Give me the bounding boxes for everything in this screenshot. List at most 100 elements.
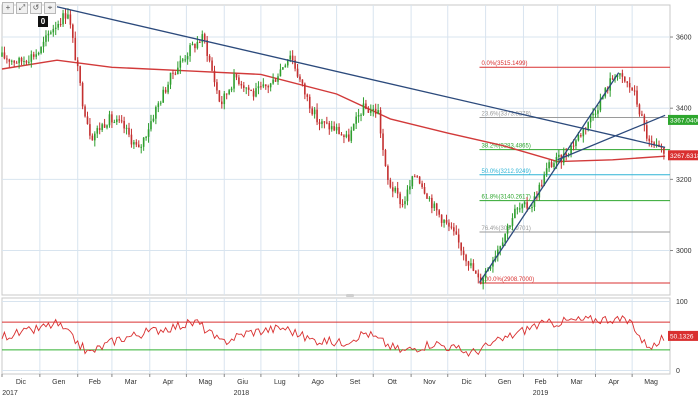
x-month-label: Apr <box>163 379 175 386</box>
candle-body <box>565 153 567 156</box>
candle-body <box>313 109 316 115</box>
x-month-label: Feb <box>535 379 547 386</box>
candle-body <box>108 114 111 126</box>
candle-body <box>624 76 626 82</box>
candle-body <box>206 40 208 56</box>
candle-body <box>140 146 143 148</box>
candle-body <box>216 82 218 91</box>
candle-body <box>540 184 543 186</box>
candle-body <box>543 174 546 186</box>
candle-body <box>633 90 636 92</box>
candle-body <box>316 109 318 123</box>
candle-body <box>152 118 155 122</box>
candle-body <box>257 86 260 89</box>
fib-level-label: 100.0%(2908.7000) <box>481 277 534 283</box>
candle-body <box>318 122 321 125</box>
candle-body <box>196 41 199 49</box>
candle-body <box>50 32 52 34</box>
candle-body <box>448 222 450 227</box>
candle-body <box>472 263 475 271</box>
candle-body <box>113 122 116 124</box>
candle-body <box>521 204 524 209</box>
candle-body <box>409 186 411 190</box>
candle-body <box>279 69 282 77</box>
x-month-label: Set <box>350 379 361 386</box>
candle-body <box>631 87 633 91</box>
zoom-icon[interactable]: ⤢ <box>16 2 28 14</box>
candle-body <box>35 54 37 57</box>
candle-body <box>587 122 589 129</box>
candle-body <box>284 65 287 68</box>
candle-body <box>460 242 462 251</box>
candle-body <box>367 108 370 113</box>
x-month-label: Ago <box>311 379 324 386</box>
candle-body <box>142 137 145 147</box>
candle-body <box>628 82 631 88</box>
candle-body <box>374 108 377 114</box>
x-month-label: Gen <box>498 379 511 386</box>
candle-body <box>391 187 394 192</box>
candle-body <box>328 123 331 130</box>
candle-body <box>350 130 353 141</box>
x-month-label: Giu <box>237 379 248 386</box>
candle-body <box>133 142 135 145</box>
candle-body <box>306 94 309 97</box>
candle-body <box>128 127 130 135</box>
crosshair-icon[interactable]: ⌖ <box>44 2 56 14</box>
candle-body <box>42 41 45 47</box>
x-month-label: Mar <box>571 379 584 386</box>
rsi-panel <box>1 314 670 358</box>
candle-body <box>201 34 204 43</box>
plus-icon[interactable]: + <box>2 2 14 14</box>
candle-body <box>6 58 8 60</box>
fib-level-label: 0.0%(3515.1499) <box>481 61 527 67</box>
candle-body <box>599 99 602 111</box>
candle-body <box>553 163 555 167</box>
candle-body <box>533 196 536 207</box>
rsi-value-box <box>668 330 698 341</box>
candle-body <box>489 266 492 269</box>
candle-body <box>423 187 426 194</box>
x-month-label: Dic <box>462 379 473 386</box>
candle-body <box>477 273 480 278</box>
candle-body <box>475 270 477 274</box>
candle-body <box>636 90 638 105</box>
candle-body <box>440 214 443 223</box>
candle-body <box>30 54 33 62</box>
candle-body <box>164 89 167 93</box>
x-month-label: Feb <box>89 379 101 386</box>
candle-body <box>555 157 558 164</box>
reset-icon[interactable]: ↺ <box>30 2 42 14</box>
candle-body <box>470 263 472 266</box>
candle-body <box>531 206 533 209</box>
candle-body <box>645 125 648 139</box>
price-label-box <box>668 114 698 125</box>
candle-body <box>377 110 379 114</box>
candle-body <box>94 133 96 141</box>
candle-body <box>64 13 67 19</box>
chart-toolbar: + ⤢ ↺ ⌖ <box>2 2 56 14</box>
candle-body <box>103 124 106 128</box>
panel-resize-handle[interactable] <box>346 294 354 297</box>
candle-body <box>260 86 262 88</box>
candle-body <box>572 145 575 147</box>
x-year-label: 2017 <box>2 390 18 397</box>
candle-body <box>321 121 323 125</box>
candle-body <box>145 136 147 138</box>
candle-body <box>365 103 367 109</box>
rsi-tick-label: 100 <box>676 299 688 306</box>
candle-body <box>343 135 345 137</box>
candle-body <box>294 60 296 69</box>
candle-body <box>191 43 194 46</box>
candlesticks <box>1 8 665 290</box>
fib-level-label: 23.6%(3373.8278) <box>481 112 530 118</box>
candle-body <box>357 115 360 117</box>
y-tick-label: 3400 <box>676 106 692 113</box>
candle-body <box>40 46 42 54</box>
grid <box>1 4 671 375</box>
candle-body <box>177 67 179 75</box>
candle-body <box>352 123 355 131</box>
candle-body <box>304 83 306 95</box>
candle-body <box>10 60 13 62</box>
